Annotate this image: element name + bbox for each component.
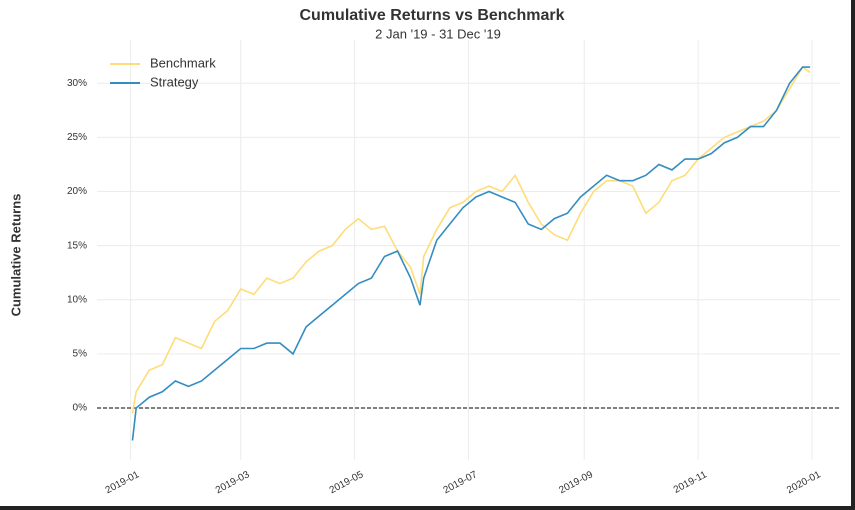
y-tick-label: 15% bbox=[67, 240, 87, 251]
legend-label: Benchmark bbox=[150, 55, 216, 70]
frame-edge bbox=[0, 506, 855, 510]
y-tick-label: 0% bbox=[73, 403, 88, 414]
chart-title: Cumulative Returns vs Benchmark bbox=[300, 7, 565, 24]
y-tick-label: 20% bbox=[67, 186, 87, 197]
series-line bbox=[131, 66, 811, 441]
y-tick-label: 5% bbox=[73, 349, 88, 360]
frame-edge bbox=[851, 0, 855, 510]
y-tick-label: 30% bbox=[67, 78, 87, 89]
chart-subtitle: 2 Jan '19 - 31 Dec '19 bbox=[375, 26, 501, 41]
y-axis-label: Cumulative Returns bbox=[8, 194, 23, 317]
y-tick-label: 25% bbox=[67, 132, 87, 143]
y-tick-label: 10% bbox=[67, 294, 87, 305]
legend-label: Strategy bbox=[150, 74, 199, 89]
